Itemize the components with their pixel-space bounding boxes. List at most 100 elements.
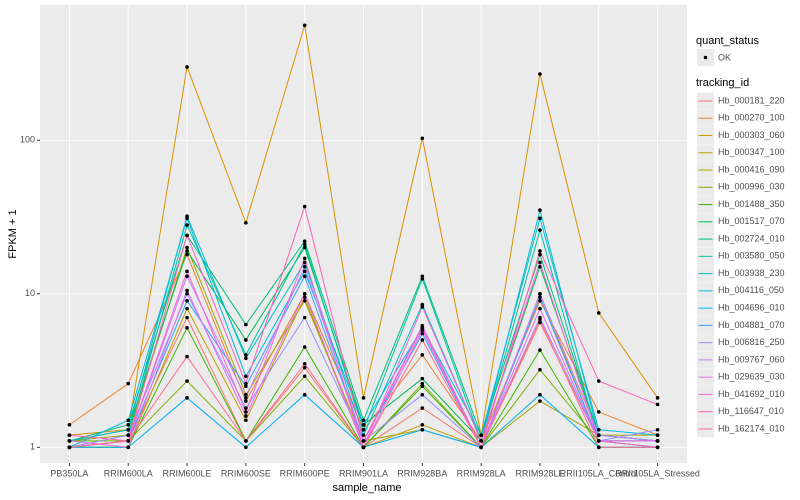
- data-point: [538, 252, 542, 257]
- data-point: [538, 216, 542, 221]
- data-point: [420, 392, 425, 397]
- legend-label: Hb_004696_010: [718, 302, 785, 312]
- y-tick-label: 100: [20, 135, 35, 145]
- data-point: [244, 399, 248, 403]
- legend-label: Hb_003938_230: [718, 268, 785, 278]
- data-point: [420, 274, 425, 279]
- data-point: [479, 445, 483, 450]
- data-point: [420, 353, 425, 357]
- data-point: [538, 264, 542, 269]
- data-point: [538, 228, 542, 232]
- data-point: [538, 392, 542, 397]
- data-point: [244, 381, 248, 386]
- data-point: [538, 208, 542, 213]
- data-point: [302, 204, 307, 209]
- data-point: [185, 216, 189, 221]
- data-point: [185, 291, 189, 296]
- data-point: [185, 379, 189, 383]
- data-point: [244, 439, 248, 443]
- data-point: [302, 298, 307, 303]
- data-point: [361, 418, 366, 423]
- data-point: [596, 427, 601, 432]
- data-point: [538, 72, 542, 76]
- data-point: [361, 396, 366, 400]
- legend-label: Hb_000181_220: [718, 95, 785, 105]
- data-point: [655, 433, 660, 437]
- legend-title: quant_status: [696, 35, 759, 47]
- legend-label: Hb_000416_090: [718, 164, 785, 174]
- data-point: [302, 315, 307, 320]
- data-point: [538, 249, 542, 253]
- data-point: [302, 245, 307, 250]
- legend-label: Hb_116647_010: [718, 406, 784, 416]
- data-point: [67, 433, 72, 437]
- x-tick-label: RRIM901LA: [339, 468, 388, 478]
- data-point: [185, 249, 189, 253]
- data-point: [185, 269, 189, 274]
- data-point: [420, 381, 425, 386]
- data-point: [126, 381, 131, 386]
- data-point: [420, 384, 425, 388]
- data-point: [126, 423, 131, 427]
- data-point: [185, 315, 189, 320]
- legend-point: [703, 55, 708, 60]
- data-point: [420, 326, 425, 330]
- legend-label: Hb_029639_030: [718, 372, 785, 382]
- data-point: [302, 239, 307, 243]
- data-point: [538, 399, 542, 403]
- legend-label: Hb_001517_070: [718, 216, 785, 226]
- data-point: [596, 410, 601, 414]
- data-point: [302, 260, 307, 265]
- x-tick-label: RRIM600LE: [163, 468, 212, 478]
- data-point: [244, 220, 248, 225]
- x-tick-label: RRIM928BA: [397, 468, 447, 478]
- legend-label: Hb_004881_070: [718, 320, 785, 330]
- data-point: [302, 374, 307, 379]
- data-point: [420, 427, 425, 432]
- x-tick-label: RRIM928LE: [515, 468, 564, 478]
- data-point: [244, 392, 248, 397]
- data-point: [420, 331, 425, 336]
- data-point: [185, 233, 189, 238]
- data-point: [244, 356, 248, 361]
- data-point: [538, 295, 542, 299]
- data-point: [244, 338, 248, 342]
- data-point: [244, 445, 248, 450]
- legend-label: Hb_000270_100: [718, 113, 785, 123]
- legend-label: Hb_162174_010: [718, 423, 785, 433]
- data-point: [126, 427, 131, 432]
- data-point: [302, 365, 307, 370]
- legend-label: Hb_004116_050: [718, 285, 784, 295]
- data-point: [538, 320, 542, 325]
- data-point: [479, 439, 483, 443]
- data-point: [420, 136, 425, 141]
- x-tick-label: RRIM600PE: [280, 468, 330, 478]
- data-point: [185, 274, 189, 279]
- data-point: [302, 269, 307, 274]
- x-tick-label: PB350LA: [50, 468, 88, 478]
- legend-label: Hb_003580_050: [718, 251, 785, 261]
- data-point: [126, 439, 131, 443]
- data-point: [302, 256, 307, 261]
- data-point: [185, 252, 189, 257]
- data-point: [655, 445, 660, 450]
- data-point: [185, 354, 189, 359]
- legend-label: Hb_009767_060: [718, 354, 785, 364]
- data-point: [244, 414, 248, 418]
- data-point: [244, 353, 248, 357]
- data-point: [538, 317, 542, 322]
- data-point: [538, 291, 542, 296]
- data-point: [244, 374, 248, 379]
- data-point: [302, 274, 307, 279]
- data-point: [655, 427, 660, 432]
- x-axis-title: sample_name: [332, 482, 401, 494]
- data-point: [596, 445, 601, 450]
- data-point: [361, 433, 366, 437]
- data-point: [538, 260, 542, 265]
- data-point: [596, 379, 601, 383]
- data-point: [596, 311, 601, 315]
- legend-label: Hb_000996_030: [718, 182, 785, 192]
- data-point: [302, 345, 307, 349]
- legend-label: Hb_000347_100: [718, 147, 785, 157]
